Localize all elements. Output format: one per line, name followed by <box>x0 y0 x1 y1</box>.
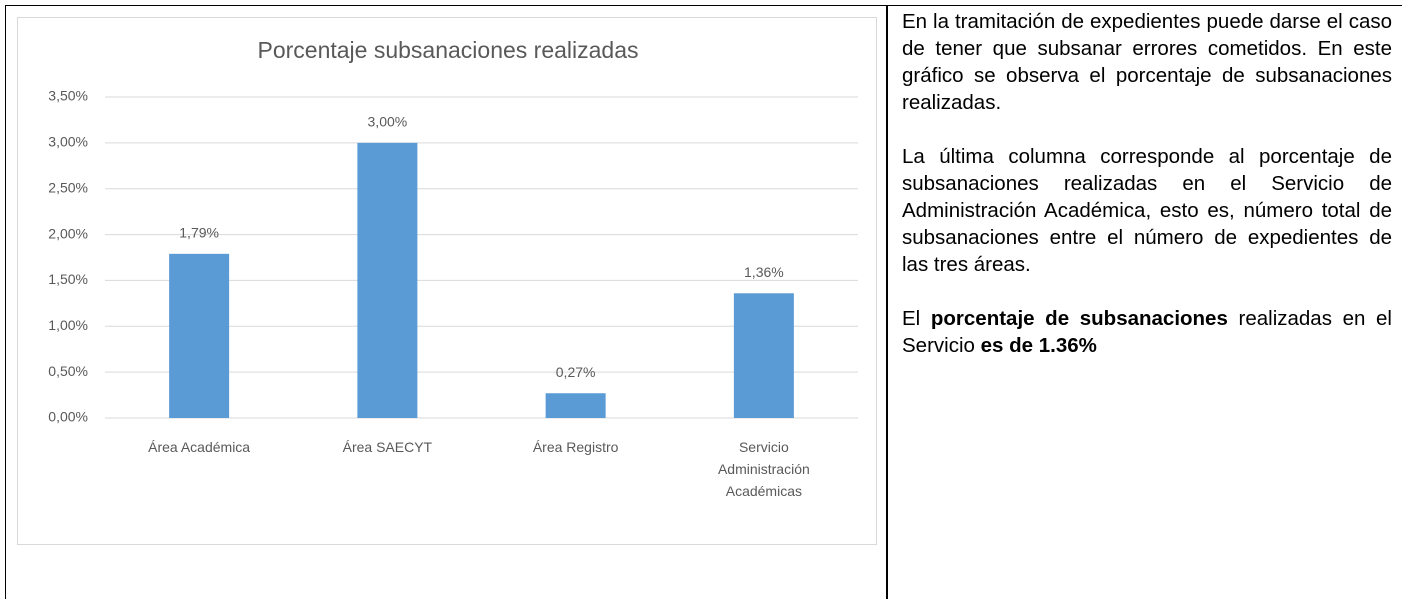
bar <box>169 253 230 418</box>
chart-title: Porcentaje subsanaciones realizadas <box>257 37 638 63</box>
y-tick-label: 2,00% <box>48 225 88 241</box>
text-run: El <box>902 307 931 330</box>
bold-run: es de 1.36% <box>980 334 1097 357</box>
data-label: 3,00% <box>368 114 408 130</box>
data-label: 1,36% <box>744 264 784 280</box>
text-cell: En la tramitación de expedientes puede d… <box>902 8 1392 386</box>
y-tick-label: 0,50% <box>48 363 88 379</box>
y-tick-label: 2,50% <box>48 179 88 195</box>
data-label: 0,27% <box>556 364 596 380</box>
y-tick-label: 3,50% <box>48 88 88 104</box>
paragraph: En la tramitación de expedientes puede d… <box>902 10 1392 114</box>
conclusion: El porcentaje de subsanaciones realizada… <box>902 305 1392 359</box>
y-tick-label: 1,50% <box>48 271 88 287</box>
bold-run: porcentaje de subsanaciones <box>930 307 1228 330</box>
y-tick-label: 1,00% <box>48 317 88 333</box>
data-label: 1,79% <box>179 225 219 241</box>
chart: Porcentaje subsanaciones realizadas 0,00… <box>48 37 858 425</box>
text-run: realizadas en el Servicio <box>902 307 1392 357</box>
y-tick-label: 0,00% <box>48 409 88 425</box>
table-border <box>5 5 1402 599</box>
cell-divider <box>886 5 888 599</box>
x-tick-label: Área Académica <box>148 439 251 455</box>
x-tick-label: Área SAECYT <box>342 439 433 455</box>
x-tick-label: Servicio Administración Académicas <box>717 439 810 499</box>
x-tick-label: Área Registro <box>532 439 619 455</box>
y-tick-label: 3,00% <box>48 134 88 150</box>
paragraph: La última columna corresponde al porcent… <box>902 145 1392 276</box>
bar <box>357 142 418 418</box>
bar <box>545 393 606 418</box>
bar <box>733 293 794 418</box>
chart-box <box>17 17 877 545</box>
